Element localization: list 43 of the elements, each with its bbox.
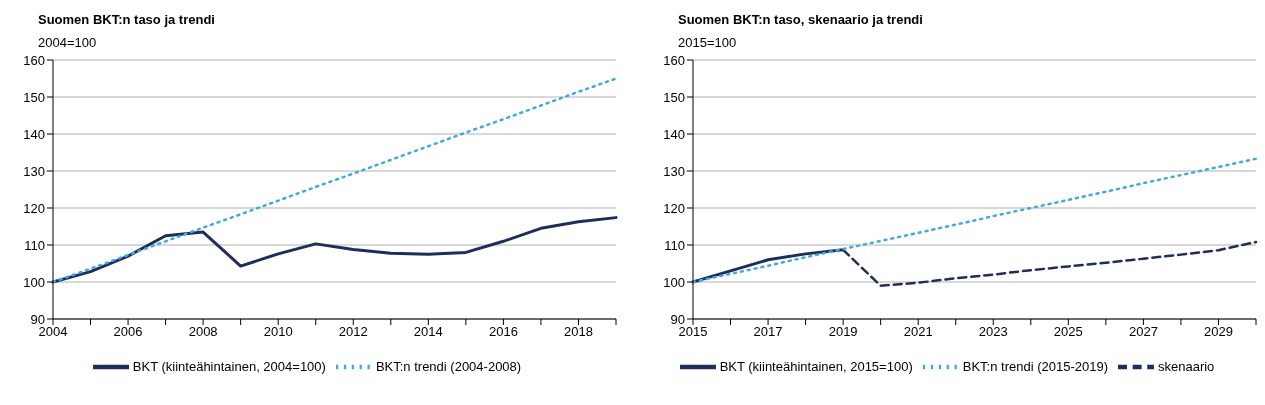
legend-label: BKT (kiinteähintainen, 2004=100) bbox=[132, 359, 326, 375]
x-tick-label: 2029 bbox=[1204, 324, 1233, 340]
y-tick-label: 120 bbox=[663, 200, 685, 216]
y-tick-label: 90 bbox=[30, 311, 45, 327]
legend-label: BKT:n trendi (2015-2019) bbox=[962, 359, 1108, 375]
y-tick-label: 140 bbox=[663, 126, 685, 142]
line-series bbox=[691, 157, 1258, 284]
x-tick-label: 2008 bbox=[188, 324, 218, 340]
x-tick-label: 2017 bbox=[753, 324, 783, 340]
y-tick-label: 110 bbox=[24, 237, 45, 253]
y-tick-label: 130 bbox=[663, 163, 685, 179]
x-tick-label: 2006 bbox=[113, 324, 143, 340]
chart-title: Suomen BKT:n taso ja trendi bbox=[38, 12, 216, 27]
y-tick-label: 150 bbox=[23, 89, 45, 105]
x-tick-label: 2019 bbox=[828, 324, 858, 340]
x-tick-label: 2023 bbox=[978, 324, 1008, 340]
y-tick-label: 160 bbox=[663, 52, 685, 68]
x-tick-label: 2025 bbox=[1053, 324, 1083, 340]
y-tick-label: 130 bbox=[23, 163, 45, 179]
y-tick-label: 100 bbox=[663, 274, 685, 290]
y-tick-label: 150 bbox=[663, 89, 685, 105]
x-tick-label: 2010 bbox=[263, 324, 293, 340]
line-series bbox=[51, 77, 618, 284]
chart-title: Suomen BKT:n taso, skenaario ja trendi bbox=[678, 12, 924, 27]
y-tick-label: 140 bbox=[23, 126, 45, 142]
x-tick-label: 2014 bbox=[413, 324, 443, 340]
y-tick-label: 160 bbox=[23, 52, 45, 68]
x-tick-label: 2021 bbox=[903, 324, 933, 340]
x-tick-label: 2018 bbox=[564, 324, 593, 340]
x-tick-label: 2012 bbox=[338, 324, 368, 340]
x-tick-label: 2015 bbox=[678, 324, 708, 340]
y-tick-label: 90 bbox=[670, 311, 685, 327]
x-tick-label: 2027 bbox=[1128, 324, 1158, 340]
x-tick-label: 2004 bbox=[38, 324, 68, 340]
chart-subtitle: 2015=100 bbox=[678, 35, 738, 50]
chart-subtitle: 2004=100 bbox=[38, 35, 98, 50]
y-tick-label: 120 bbox=[23, 200, 45, 216]
x-tick-label: 2016 bbox=[488, 324, 518, 340]
legend-label: BKT:n trendi (2004-2008) bbox=[375, 359, 522, 375]
legend-label: BKT (kiinteähintainen, 2015=100) bbox=[719, 359, 913, 375]
y-tick-label: 110 bbox=[664, 237, 685, 253]
legend-label: skenaario bbox=[1157, 359, 1215, 375]
y-tick-label: 100 bbox=[23, 274, 45, 290]
